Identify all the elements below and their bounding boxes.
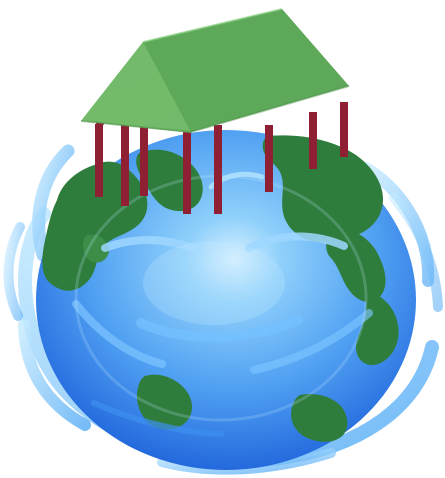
globe-icon — [36, 130, 416, 470]
house-on-stilts-icon — [80, 8, 350, 214]
